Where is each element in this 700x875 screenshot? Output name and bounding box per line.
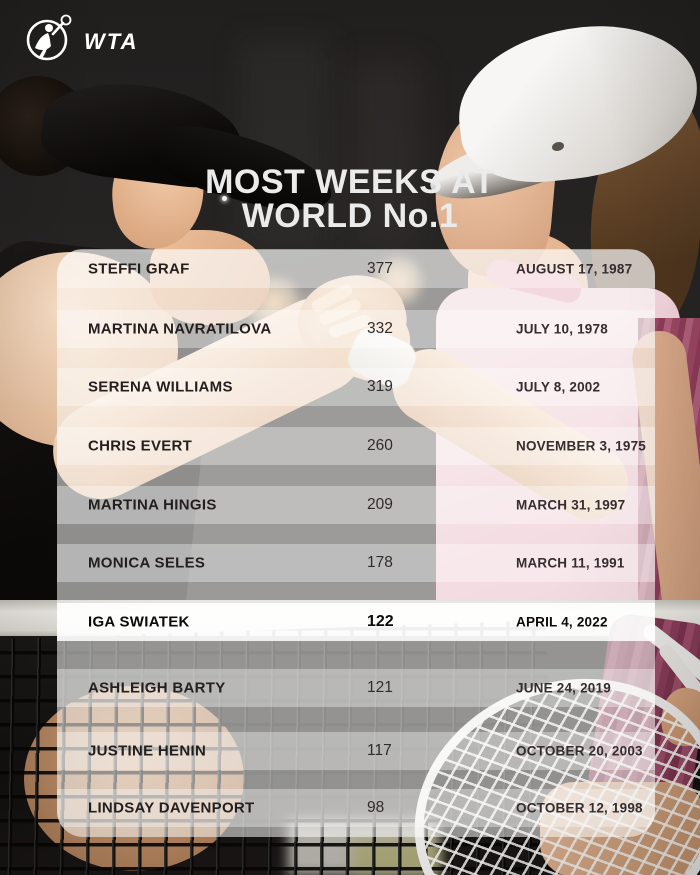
record-date: AUGUST 17, 1987 — [516, 261, 633, 277]
right-player-cap-logo — [552, 142, 564, 151]
title-line-1: MOST WEEKS AT — [205, 163, 495, 201]
table-row: IGA SWIATEK 122 APRIL 4, 2022 — [57, 603, 655, 641]
player-name: JUSTINE HENIN — [88, 742, 207, 760]
stand-blur — [350, 60, 420, 250]
weeks-value: 332 — [367, 320, 393, 337]
weeks-value: 209 — [367, 496, 393, 513]
weeks-value: 117 — [367, 742, 392, 759]
wta-wordmark: WTA — [84, 29, 139, 54]
table-row: CHRIS EVERT 260 NOVEMBER 3, 1975 — [57, 427, 655, 465]
record-date: APRIL 4, 2022 — [516, 614, 608, 630]
table-row: MARTINA NAVRATILOVA 332 JULY 10, 1978 — [57, 310, 655, 348]
ranking-panel: STEFFI GRAF 377 AUGUST 17, 1987 MARTINA … — [57, 249, 655, 837]
record-date: NOVEMBER 3, 1975 — [516, 438, 646, 454]
player-name: MONICA SELES — [88, 554, 206, 572]
table-row: MONICA SELES 178 MARCH 11, 1991 — [57, 544, 655, 582]
player-name: CHRIS EVERT — [88, 437, 193, 455]
weeks-value: 178 — [367, 554, 393, 571]
record-date: OCTOBER 12, 1998 — [516, 800, 643, 816]
left-player-earring — [222, 196, 227, 201]
player-name: ASHLEIGH BARTY — [88, 679, 226, 697]
table-row: SERENA WILLIAMS 319 JULY 8, 2002 — [57, 368, 655, 406]
record-date: JULY 10, 1978 — [516, 321, 608, 337]
player-name: LINDSAY DAVENPORT — [88, 799, 255, 817]
player-name: STEFFI GRAF — [88, 260, 190, 278]
player-name: MARTINA HINGIS — [88, 496, 217, 514]
player-name: MARTINA NAVRATILOVA — [88, 320, 272, 338]
record-date: JULY 8, 2002 — [516, 379, 601, 395]
record-date: OCTOBER 20, 2003 — [516, 743, 643, 759]
player-name: IGA SWIATEK — [88, 613, 190, 631]
weeks-value: 377 — [367, 260, 393, 277]
table-row: STEFFI GRAF 377 AUGUST 17, 1987 — [57, 250, 655, 288]
weeks-value: 122 — [367, 613, 394, 630]
wta-logo: WTA — [22, 12, 138, 64]
table-row: ASHLEIGH BARTY 121 JUNE 24, 2019 — [57, 669, 655, 707]
player-name: SERENA WILLIAMS — [88, 378, 233, 396]
table-row: LINDSAY DAVENPORT 98 OCTOBER 12, 1998 — [57, 789, 655, 827]
record-date: JUNE 24, 2019 — [516, 680, 611, 696]
page-title: MOST WEEKS AT WORLD No.1 — [0, 165, 700, 233]
weeks-value: 121 — [367, 679, 393, 696]
weeks-value: 319 — [367, 378, 393, 395]
weeks-value: 260 — [367, 437, 393, 454]
record-date: MARCH 31, 1997 — [516, 497, 626, 513]
table-row: JUSTINE HENIN 117 OCTOBER 20, 2003 — [57, 732, 655, 770]
title-line-2: WORLD No.1 — [241, 197, 459, 235]
wta-player-icon — [26, 14, 72, 61]
record-date: MARCH 11, 1991 — [516, 555, 625, 571]
table-row: MARTINA HINGIS 209 MARCH 31, 1997 — [57, 486, 655, 524]
weeks-value: 98 — [367, 799, 385, 816]
